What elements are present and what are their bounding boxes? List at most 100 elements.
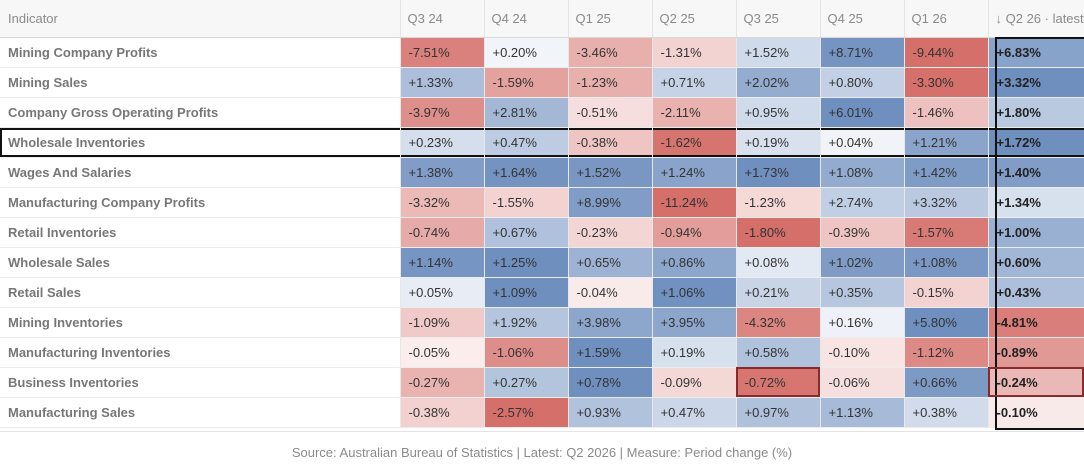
value-cell: -3.97% — [400, 97, 485, 128]
latest-value-cell: +0.43% — [988, 277, 1084, 308]
value-cell: -9.44% — [904, 37, 989, 68]
value-cell: -1.46% — [904, 97, 989, 128]
value-cell: -1.12% — [904, 337, 989, 368]
value-cell: +0.05% — [400, 277, 485, 308]
indicator-name: Company Gross Operating Profits — [0, 97, 401, 128]
value-cell: -0.09% — [652, 367, 737, 398]
table-row[interactable]: Mining Sales +1.33% -1.59% -1.23% +0.71% +2.0… — [0, 67, 1084, 98]
value-cell: -1.80% — [736, 217, 821, 248]
value-cell: +0.27% — [484, 367, 569, 398]
latest-value-cell: +1.00% — [988, 217, 1084, 248]
value-cell: +3.95% — [652, 307, 737, 338]
indicator-name: Mining Sales — [0, 67, 401, 98]
value-cell: +1.06% — [652, 277, 737, 308]
period-header[interactable]: Q2 25 — [652, 0, 737, 38]
latest-value-cell: +1.80% — [988, 97, 1084, 128]
value-cell: -0.04% — [568, 277, 653, 308]
value-cell: -3.32% — [400, 187, 485, 218]
indicator-name: Wholesale Inventories — [0, 127, 401, 158]
latest-value-cell: +1.34% — [988, 187, 1084, 218]
value-cell: +0.08% — [736, 247, 821, 278]
value-cell: -1.09% — [400, 307, 485, 338]
table-row[interactable]: Retail Sales +0.05% +1.09% -0.04% +1.06% +0.2… — [0, 277, 1084, 308]
latest-value-cell: -4.81% — [988, 307, 1084, 338]
value-cell: -0.72% — [736, 367, 821, 398]
value-cell: -0.74% — [400, 217, 485, 248]
value-cell: +1.42% — [904, 157, 989, 188]
indicator-name: Mining Inventories — [0, 307, 401, 338]
value-cell: +0.97% — [736, 397, 821, 428]
value-cell: +1.25% — [484, 247, 569, 278]
value-cell: -1.23% — [736, 187, 821, 218]
latest-sort-header[interactable]: ↓ Q2 26 · latest — [988, 0, 1084, 38]
table-row[interactable]: Manufacturing Company Profits -3.32% -1.55… — [0, 187, 1084, 218]
period-header[interactable]: Q4 25 — [820, 0, 905, 38]
value-cell: +0.04% — [820, 127, 905, 158]
period-header[interactable]: Q1 25 — [568, 0, 653, 38]
indicator-name: Wages And Salaries — [0, 157, 401, 188]
value-cell: +0.20% — [484, 37, 569, 68]
table-row[interactable]: Manufacturing Sales -0.38% -2.57% +0.93% +0.… — [0, 397, 1084, 428]
value-cell: +0.93% — [568, 397, 653, 428]
period-header[interactable]: Q4 24 — [484, 0, 569, 38]
value-cell: +0.71% — [652, 67, 737, 98]
value-cell: -4.32% — [736, 307, 821, 338]
value-cell: +1.08% — [820, 157, 905, 188]
latest-value-cell: -0.24% — [988, 367, 1084, 398]
indicator-name: Manufacturing Inventories — [0, 337, 401, 368]
indicator-header[interactable]: Indicator — [0, 0, 401, 38]
value-cell: +0.58% — [736, 337, 821, 368]
value-cell: +1.13% — [820, 397, 905, 428]
latest-value-cell: -0.10% — [988, 397, 1084, 428]
value-cell: -7.51% — [400, 37, 485, 68]
value-cell: +0.21% — [736, 277, 821, 308]
period-header[interactable]: Q3 24 — [400, 0, 485, 38]
indicator-name: Wholesale Sales — [0, 247, 401, 278]
latest-value-cell: +6.83% — [988, 37, 1084, 68]
period-header[interactable]: Q3 25 — [736, 0, 821, 38]
indicator-name: Mining Company Profits — [0, 37, 401, 68]
indicator-name: Retail Inventories — [0, 217, 401, 248]
header-row: Indicator Q3 24 Q4 24 Q1 25 Q2 25 Q3 25 Q4 25… — [0, 0, 1084, 38]
value-cell: +8.99% — [568, 187, 653, 218]
value-cell: -0.10% — [820, 337, 905, 368]
value-cell: +2.02% — [736, 67, 821, 98]
value-cell: -1.57% — [904, 217, 989, 248]
value-cell: -0.38% — [568, 127, 653, 158]
value-cell: +0.23% — [400, 127, 485, 158]
value-cell: -0.05% — [400, 337, 485, 368]
value-cell: +0.16% — [820, 307, 905, 338]
table-row[interactable]: Wages And Salaries +1.38% +1.64% +1.52% +1.2… — [0, 157, 1084, 188]
value-cell: -0.94% — [652, 217, 737, 248]
value-cell: +1.02% — [820, 247, 905, 278]
latest-value-cell: +1.72% — [988, 127, 1084, 158]
period-header[interactable]: Q1 26 — [904, 0, 989, 38]
table-row[interactable]: Retail Inventories -0.74% +0.67% -0.23% -0.9… — [0, 217, 1084, 248]
value-cell: -3.30% — [904, 67, 989, 98]
value-cell: -0.06% — [820, 367, 905, 398]
value-cell: -2.57% — [484, 397, 569, 428]
value-cell: -0.23% — [568, 217, 653, 248]
table-row[interactable]: Wholesale Inventories +0.23% +0.47% -0.38% -… — [0, 127, 1084, 158]
indicator-name: Business Inventories — [0, 367, 401, 398]
value-cell: +0.80% — [820, 67, 905, 98]
indicator-name: Retail Sales — [0, 277, 401, 308]
value-cell: +1.52% — [568, 157, 653, 188]
latest-value-cell: +1.40% — [988, 157, 1084, 188]
table-row[interactable]: Manufacturing Inventories -0.05% -1.06% +1.… — [0, 337, 1084, 368]
table-row[interactable]: Company Gross Operating Profits -3.97% +2.… — [0, 97, 1084, 128]
value-cell: -0.15% — [904, 277, 989, 308]
table-row[interactable]: Business Inventories -0.27% +0.27% +0.78% -0… — [0, 367, 1084, 398]
table-row[interactable]: Wholesale Sales +1.14% +1.25% +0.65% +0.86% +… — [0, 247, 1084, 278]
value-cell: -0.39% — [820, 217, 905, 248]
value-cell: +6.01% — [820, 97, 905, 128]
value-cell: +3.98% — [568, 307, 653, 338]
table-row[interactable]: Mining Company Profits -7.51% +0.20% -3.46%… — [0, 37, 1084, 68]
value-cell: +1.38% — [400, 157, 485, 188]
value-cell: -2.11% — [652, 97, 737, 128]
value-cell: +3.32% — [904, 187, 989, 218]
heatmap-table: Indicator Q3 24 Q4 24 Q1 25 Q2 25 Q3 25 Q4 25… — [0, 0, 1084, 428]
table-row[interactable]: Mining Inventories -1.09% +1.92% +3.98% +3.9… — [0, 307, 1084, 338]
value-cell: -0.51% — [568, 97, 653, 128]
value-cell: +1.73% — [736, 157, 821, 188]
